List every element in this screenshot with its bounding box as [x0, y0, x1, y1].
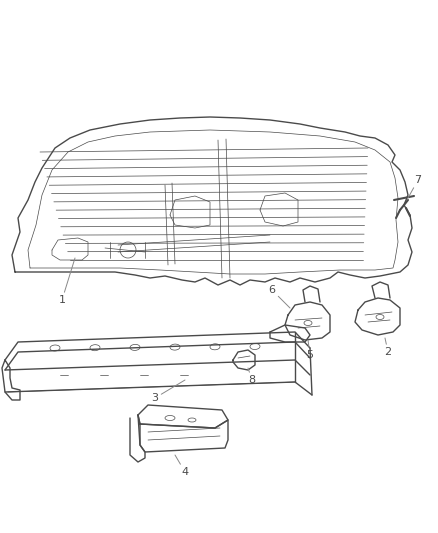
Text: 1: 1	[58, 258, 75, 305]
Text: 8: 8	[247, 368, 255, 385]
Text: 3: 3	[151, 380, 184, 403]
Text: 7: 7	[407, 175, 420, 198]
Text: 4: 4	[175, 455, 188, 477]
Text: 6: 6	[268, 285, 290, 308]
Text: 2: 2	[384, 338, 391, 357]
Text: 5: 5	[306, 340, 313, 360]
